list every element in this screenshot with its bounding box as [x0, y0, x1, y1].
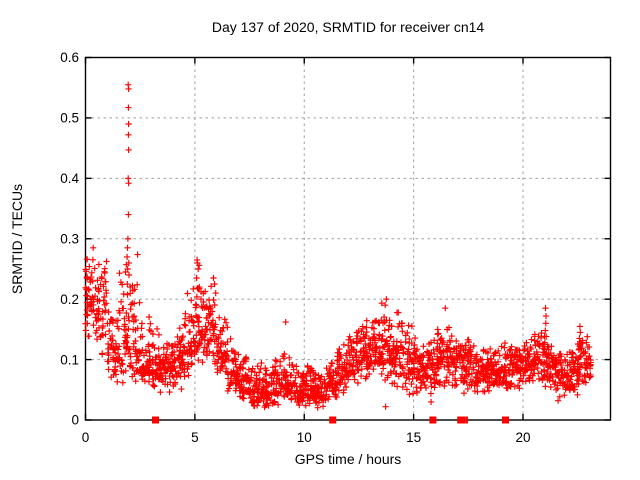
y-axis-label-text: SRMTID / TECUs [9, 183, 25, 295]
x-axis-label: GPS time / hours [294, 451, 402, 467]
svg-text:0.4: 0.4 [60, 171, 79, 186]
svg-text:10: 10 [297, 430, 312, 445]
svg-text:0: 0 [71, 413, 79, 428]
chart-title: Day 137 of 2020, SRMTID for receiver cn1… [211, 19, 485, 35]
svg-text:0.5: 0.5 [60, 111, 79, 126]
svg-text:0.1: 0.1 [60, 352, 79, 367]
svg-text:0.3: 0.3 [60, 231, 79, 246]
svg-text:0.6: 0.6 [60, 50, 79, 65]
svg-text:0.2: 0.2 [60, 292, 79, 307]
svg-text:15: 15 [406, 430, 421, 445]
svg-text:5: 5 [191, 430, 199, 445]
svg-text:0: 0 [82, 430, 90, 445]
svg-text:20: 20 [515, 430, 530, 445]
